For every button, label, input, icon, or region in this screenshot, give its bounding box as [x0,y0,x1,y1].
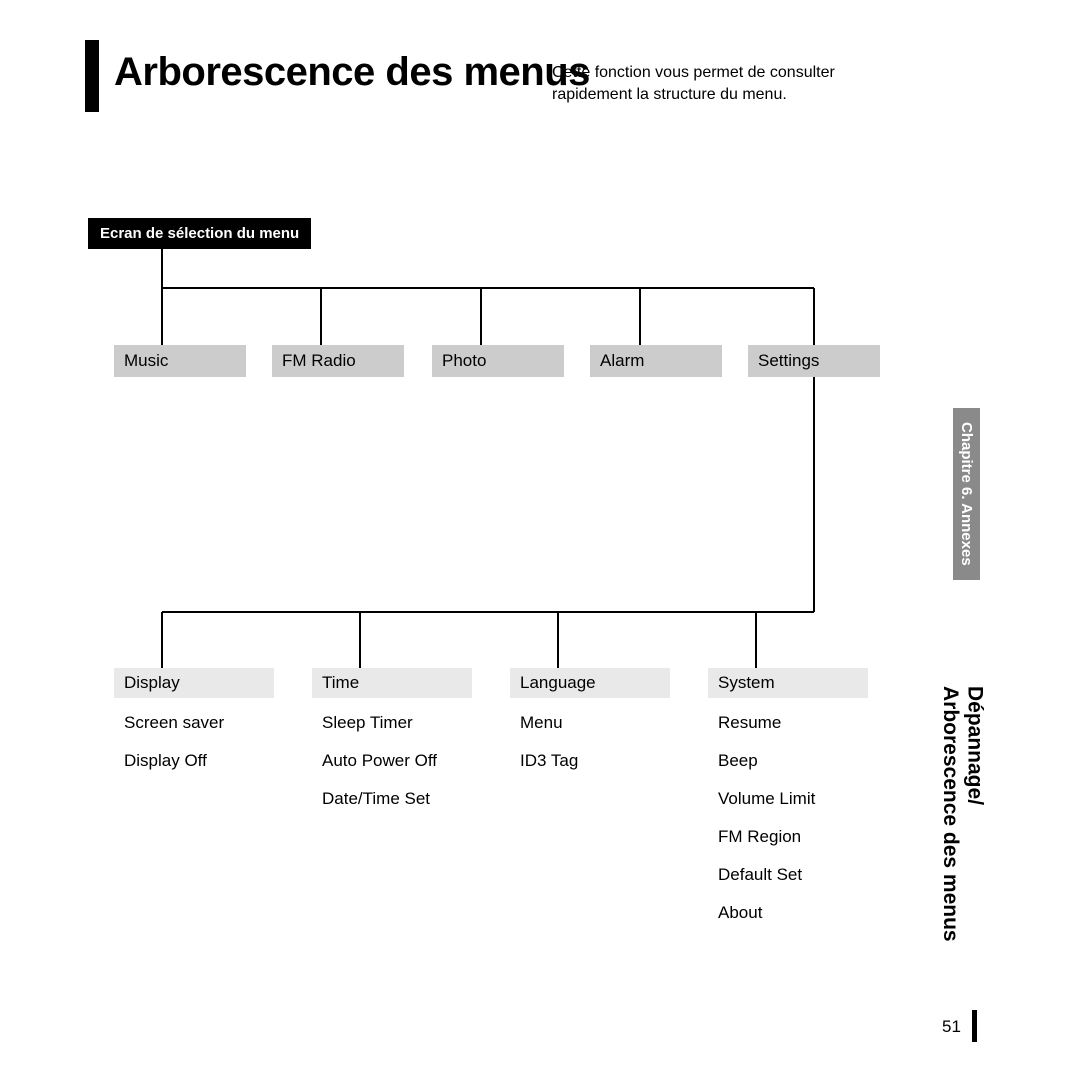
settings-system-item: Default Set [708,860,873,890]
settings-time-item: Auto Power Off [312,746,477,776]
menu-music: Music [114,345,246,377]
settings-language-head: Language [510,668,670,698]
menu-photo: Photo [432,345,564,377]
settings-system-item: FM Region [708,822,873,852]
section-title-line2: Arborescence des menus [939,686,962,942]
page-number: 51 [942,1017,961,1037]
settings-system-item: Beep [708,746,873,776]
chapter-tab: Chapitre 6. Annexes [953,408,980,580]
page-number-bar [972,1010,977,1042]
settings-display-head: Display [114,668,274,698]
settings-display-item: Display Off [114,746,279,776]
menu-alarm: Alarm [590,345,722,377]
settings-system-item: Volume Limit [708,784,873,814]
settings-time-item: Sleep Timer [312,708,477,738]
menu-settings: Settings [748,345,880,377]
settings-language-item: ID3 Tag [510,746,675,776]
section-title-vertical: Dépannage/ Arborescence des menus [938,686,986,942]
menu-fm-radio: FM Radio [272,345,404,377]
settings-time-item: Date/Time Set [312,784,477,814]
section-title-line1: Dépannage/ [963,686,986,805]
settings-system-item: Resume [708,708,873,738]
settings-display-item: Screen saver [114,708,279,738]
settings-system-item: About [708,898,873,928]
tree-connectors [0,0,1080,1080]
settings-language-item: Menu [510,708,675,738]
settings-system-head: System [708,668,868,698]
settings-time-head: Time [312,668,472,698]
